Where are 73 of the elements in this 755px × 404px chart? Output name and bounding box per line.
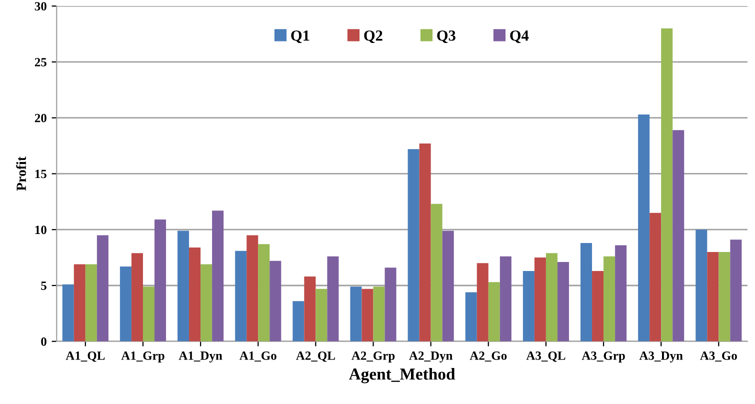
y-tick-label: 20 — [34, 114, 46, 122]
bar — [546, 253, 558, 342]
bar — [557, 262, 569, 342]
bar — [592, 270, 604, 342]
x-tick-label: A3_Go — [700, 352, 737, 362]
bar — [430, 204, 442, 342]
y-tick-label: 5 — [41, 282, 46, 290]
bar — [718, 252, 730, 342]
bar — [258, 244, 270, 342]
x-tick-label: A3_QL — [526, 352, 566, 362]
bar — [604, 256, 616, 342]
x-axis-title: Agent_Method — [348, 368, 456, 384]
bar — [154, 220, 166, 342]
x-tick-label: A1_Grp — [121, 352, 164, 362]
bar — [730, 240, 742, 342]
legend-label: Q1 — [291, 30, 310, 44]
bar — [696, 230, 708, 342]
bar — [615, 245, 627, 342]
bar — [304, 276, 316, 342]
x-tick-label: A2_Grp — [352, 352, 395, 362]
bar — [178, 230, 190, 342]
bar — [580, 243, 592, 342]
bar — [534, 258, 546, 342]
bar — [650, 212, 662, 342]
bar — [707, 252, 719, 342]
legend-label: Q4 — [510, 30, 529, 44]
bar — [661, 28, 673, 342]
bar — [142, 286, 154, 342]
y-tick-label: 0 — [41, 337, 46, 346]
x-tick-label: A1_Dyn — [178, 351, 222, 362]
x-tick-label: A1_QL — [66, 352, 105, 362]
bar — [672, 130, 684, 342]
bar — [362, 288, 374, 342]
bar — [442, 230, 454, 342]
x-tick-label: A1_Go — [239, 352, 276, 362]
bar — [131, 253, 143, 342]
bar — [327, 256, 339, 342]
bar — [373, 286, 385, 342]
x-tick-label: A3_Dyn — [639, 351, 683, 362]
x-tick-label: A2_Go — [470, 352, 507, 362]
bar — [316, 288, 328, 342]
bar — [74, 264, 86, 342]
y-axis-title: Profit — [16, 156, 26, 191]
bar — [120, 266, 132, 342]
y-tick-label: 10 — [35, 226, 46, 234]
bar — [350, 286, 362, 342]
y-tick-label: 30 — [34, 2, 46, 11]
legend-label: Q2 — [364, 30, 382, 44]
legend-label: Q3 — [437, 30, 456, 44]
bar — [212, 210, 224, 342]
bar — [85, 264, 97, 342]
bar — [522, 270, 534, 342]
bar — [292, 301, 304, 342]
bar — [235, 250, 247, 342]
bar — [270, 260, 282, 342]
y-tick-label: 15 — [35, 170, 46, 178]
bar — [189, 247, 201, 342]
bar — [465, 292, 477, 342]
bar — [638, 114, 650, 342]
bar — [96, 235, 108, 342]
bar — [500, 256, 512, 342]
bar — [408, 149, 420, 342]
bar — [488, 282, 500, 342]
bar — [476, 263, 488, 342]
bar — [419, 144, 431, 342]
bar — [384, 268, 396, 342]
bar — [62, 284, 74, 342]
y-tick-label: 25 — [34, 58, 46, 66]
bar — [200, 264, 212, 342]
x-tick-label: A2_Dyn — [409, 351, 453, 362]
x-tick-label: A2_QL — [296, 352, 335, 362]
x-tick-label: A3_Grp — [582, 352, 625, 362]
bar — [246, 235, 258, 342]
